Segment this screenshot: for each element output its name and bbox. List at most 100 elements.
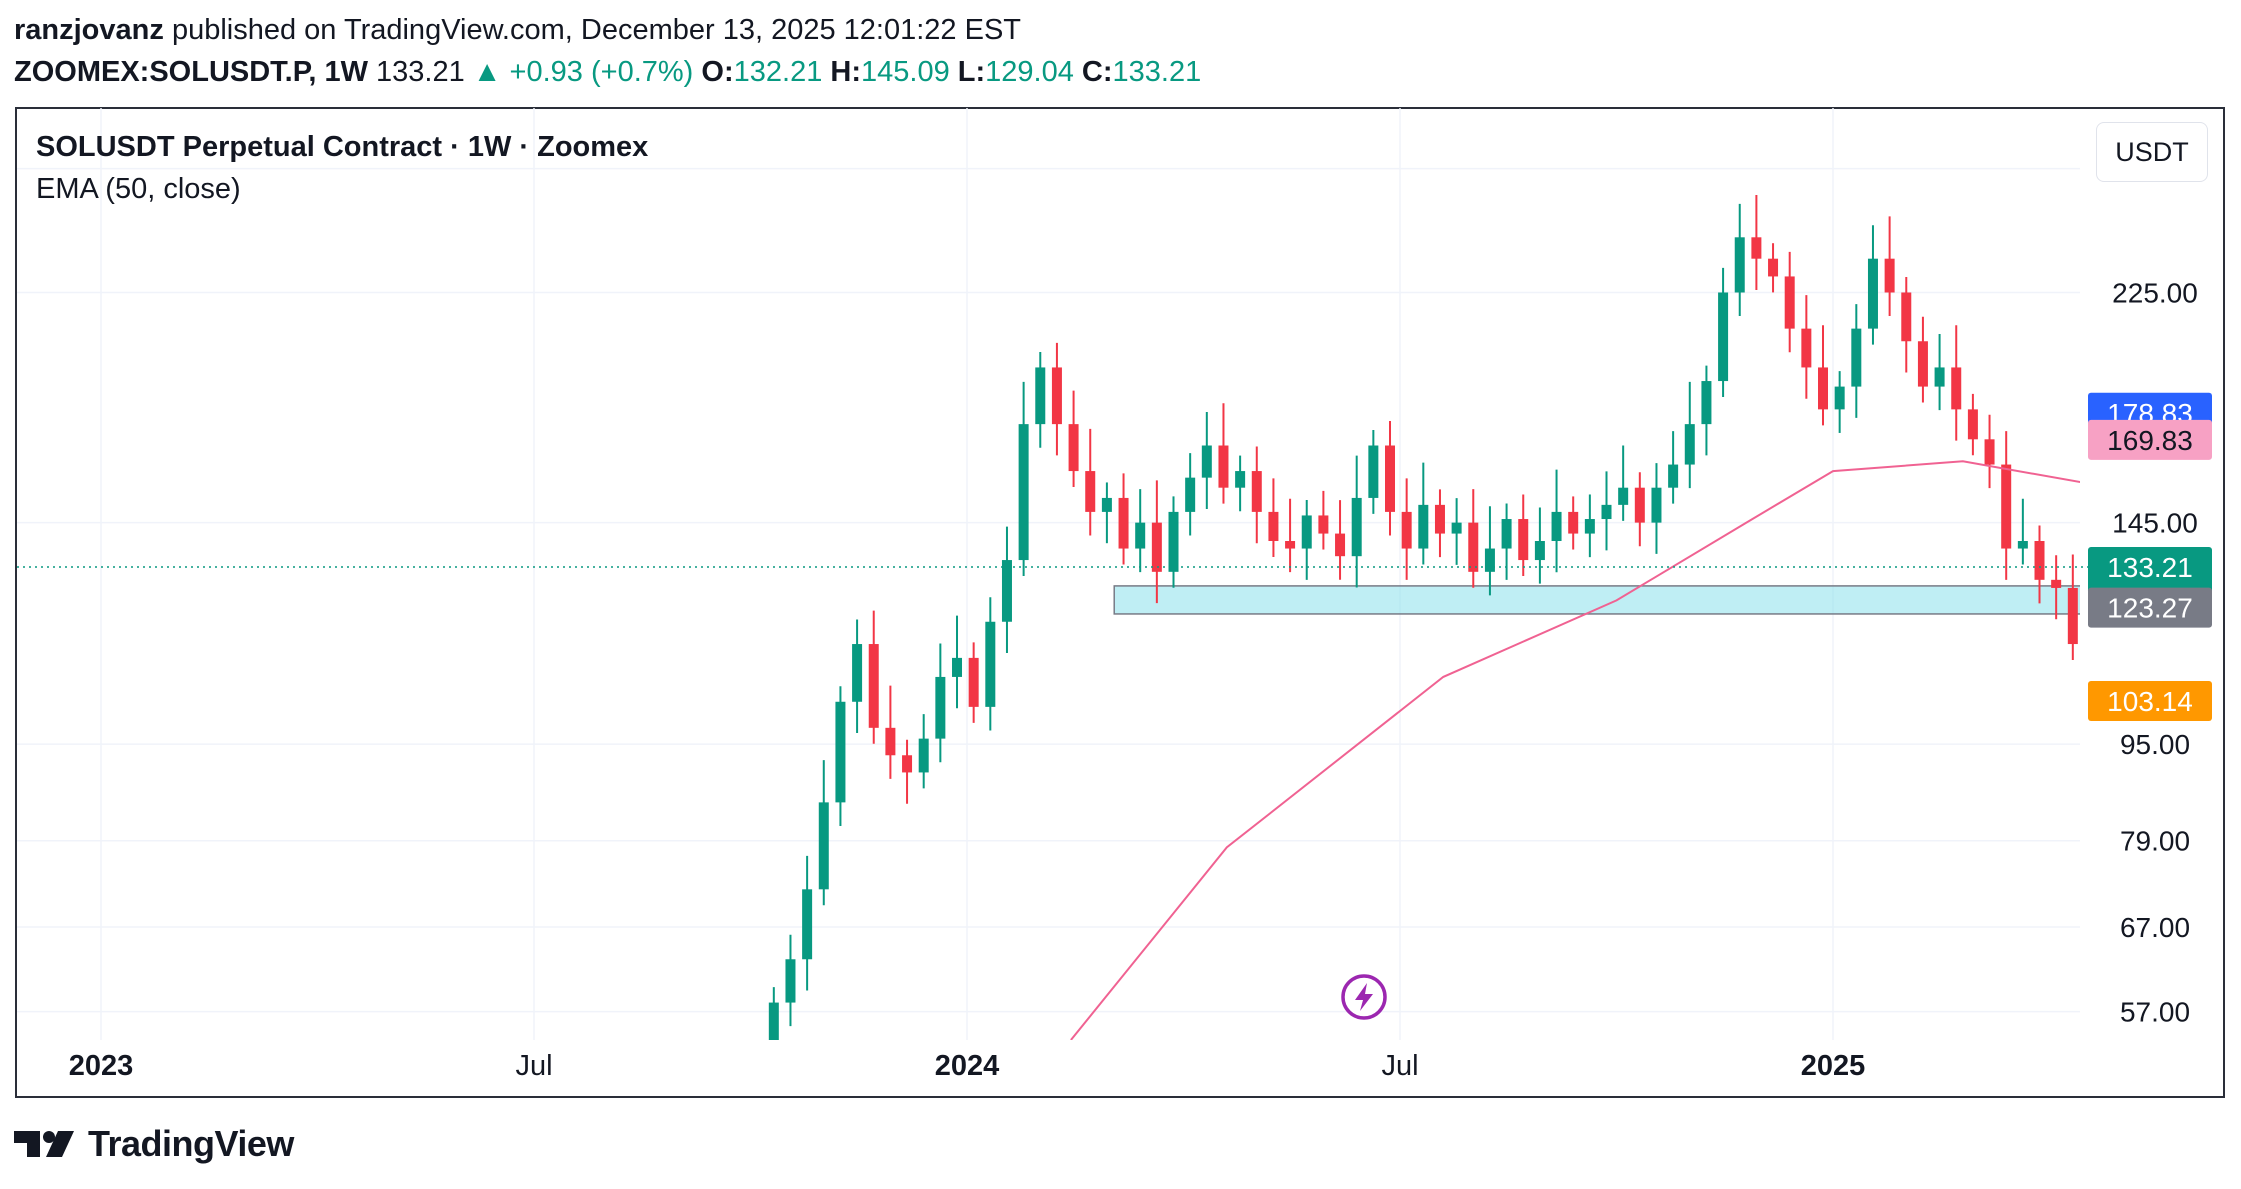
price-label-text: 169.83	[2107, 425, 2193, 456]
candle-body	[1118, 497, 1129, 549]
candle-body	[1568, 511, 1579, 534]
x-tick-label: Jul	[515, 1050, 552, 1082]
candle-body	[1901, 292, 1912, 342]
candle-body	[852, 644, 863, 702]
candle-body	[2234, 505, 2241, 523]
y-tick-label: 95.00	[2120, 729, 2190, 760]
author-name[interactable]: ranzjovanz	[14, 14, 164, 46]
candle-body	[1751, 237, 1762, 259]
open-value: 132.21	[733, 56, 823, 88]
candle-body	[1385, 445, 1396, 512]
candle-body	[1967, 409, 1978, 440]
candle-body	[1834, 386, 1845, 410]
up-arrow-icon: ▲	[472, 56, 502, 88]
candle-body	[1934, 367, 1945, 387]
candle-body	[1851, 328, 1862, 387]
low-label: L:	[957, 56, 986, 88]
currency-button[interactable]: USDT	[2096, 122, 2208, 182]
candle-body	[1018, 424, 1029, 561]
candle-body	[1801, 328, 1812, 368]
candle-body	[1235, 471, 1246, 488]
candle-body	[1518, 519, 1529, 561]
candle-body	[835, 701, 846, 803]
candle-body	[1484, 548, 1495, 572]
candle-body	[1867, 258, 1878, 329]
candle-body	[1101, 497, 1112, 512]
candle-body	[1418, 504, 1429, 549]
candle-body	[1335, 533, 1346, 557]
candle-body	[902, 755, 913, 773]
symbol: ZOOMEX:SOLUSDT.P, 1W	[14, 56, 368, 88]
price-label-169.83	[2088, 419, 2212, 460]
candle-body	[1068, 424, 1079, 472]
price-label-text: 123.27	[2107, 593, 2193, 624]
candle-body	[1468, 522, 1479, 572]
candle-body	[1718, 292, 1729, 382]
candle-body	[1734, 237, 1745, 293]
chart-title: SOLUSDT Perpetual Contract · 1W · Zoomex	[36, 131, 649, 163]
y-tick-label: 225.00	[2112, 277, 2198, 308]
published-text: published on TradingView.com, December 1…	[171, 14, 1021, 46]
lightning-icon[interactable]	[1340, 973, 1388, 1021]
candle-body	[768, 1002, 779, 1040]
candle-body	[1618, 487, 1629, 505]
candle-body	[1551, 511, 1562, 542]
candle-body	[2218, 498, 2228, 523]
candle-body	[2067, 587, 2078, 645]
candle-body	[785, 959, 796, 1003]
candle-body	[1035, 367, 1046, 425]
candle-body	[968, 657, 979, 707]
candle-body	[1768, 258, 1779, 277]
candle-body	[1668, 464, 1679, 488]
candle-body	[885, 727, 896, 756]
candle-body	[1984, 439, 1995, 465]
candle-body	[868, 644, 879, 728]
price-label-103.14	[2088, 681, 2212, 722]
y-tick-label: 67.00	[2120, 912, 2190, 943]
candle-body	[935, 676, 946, 739]
close-label: C:	[1081, 56, 1113, 88]
candle-body	[918, 738, 929, 773]
low-value: 129.04	[985, 56, 1074, 88]
candle-body	[1401, 511, 1412, 549]
candle-body	[1634, 487, 1645, 523]
candle-body	[2017, 541, 2028, 549]
high-value: 145.09	[861, 56, 950, 88]
candle-body	[1884, 258, 1895, 293]
candle-body	[1701, 381, 1712, 425]
x-tick-label: 2025	[1801, 1050, 1866, 1082]
candle-body	[1285, 541, 1296, 549]
x-tick-label: Jul	[1381, 1050, 1418, 1082]
candle-body	[952, 657, 963, 677]
candle-body	[2001, 464, 2012, 549]
candle-body	[1784, 276, 1795, 329]
candle-body	[1951, 367, 1962, 410]
candle-body	[1151, 522, 1162, 572]
price-label-text: 103.14	[2107, 686, 2193, 717]
close-value: 133.21	[1112, 56, 1202, 88]
candle-body	[1684, 424, 1695, 465]
candle-body	[1051, 367, 1062, 425]
candle-body	[1818, 367, 1829, 410]
candle-body	[1451, 522, 1462, 534]
x-tick-label: 2023	[69, 1050, 134, 1082]
candle-body	[1085, 471, 1096, 512]
y-tick-label: 57.00	[2120, 997, 2190, 1028]
price-label-123.27	[2088, 587, 2212, 628]
candle-body	[1351, 497, 1362, 557]
candle-body	[802, 889, 813, 960]
chart-frame	[15, 107, 2225, 1098]
candle-body	[1501, 519, 1512, 549]
tradingview-logo[interactable]: TradingView	[14, 1123, 294, 1164]
candle-body	[1001, 560, 1012, 622]
indicator-legend[interactable]: EMA (50, close)	[36, 173, 241, 205]
tradingview-wordmark: TradingView	[88, 1123, 294, 1164]
candle-body	[1185, 477, 1196, 512]
candle-body	[1584, 519, 1595, 534]
symbol-line: ZOOMEX:SOLUSDT.P, 1W 133.21 ▲ +0.93 (+0.…	[14, 54, 1201, 90]
candle-body	[1135, 522, 1146, 549]
candle-body	[985, 621, 996, 707]
candle-body	[1651, 487, 1662, 523]
candle-body	[1434, 504, 1445, 534]
